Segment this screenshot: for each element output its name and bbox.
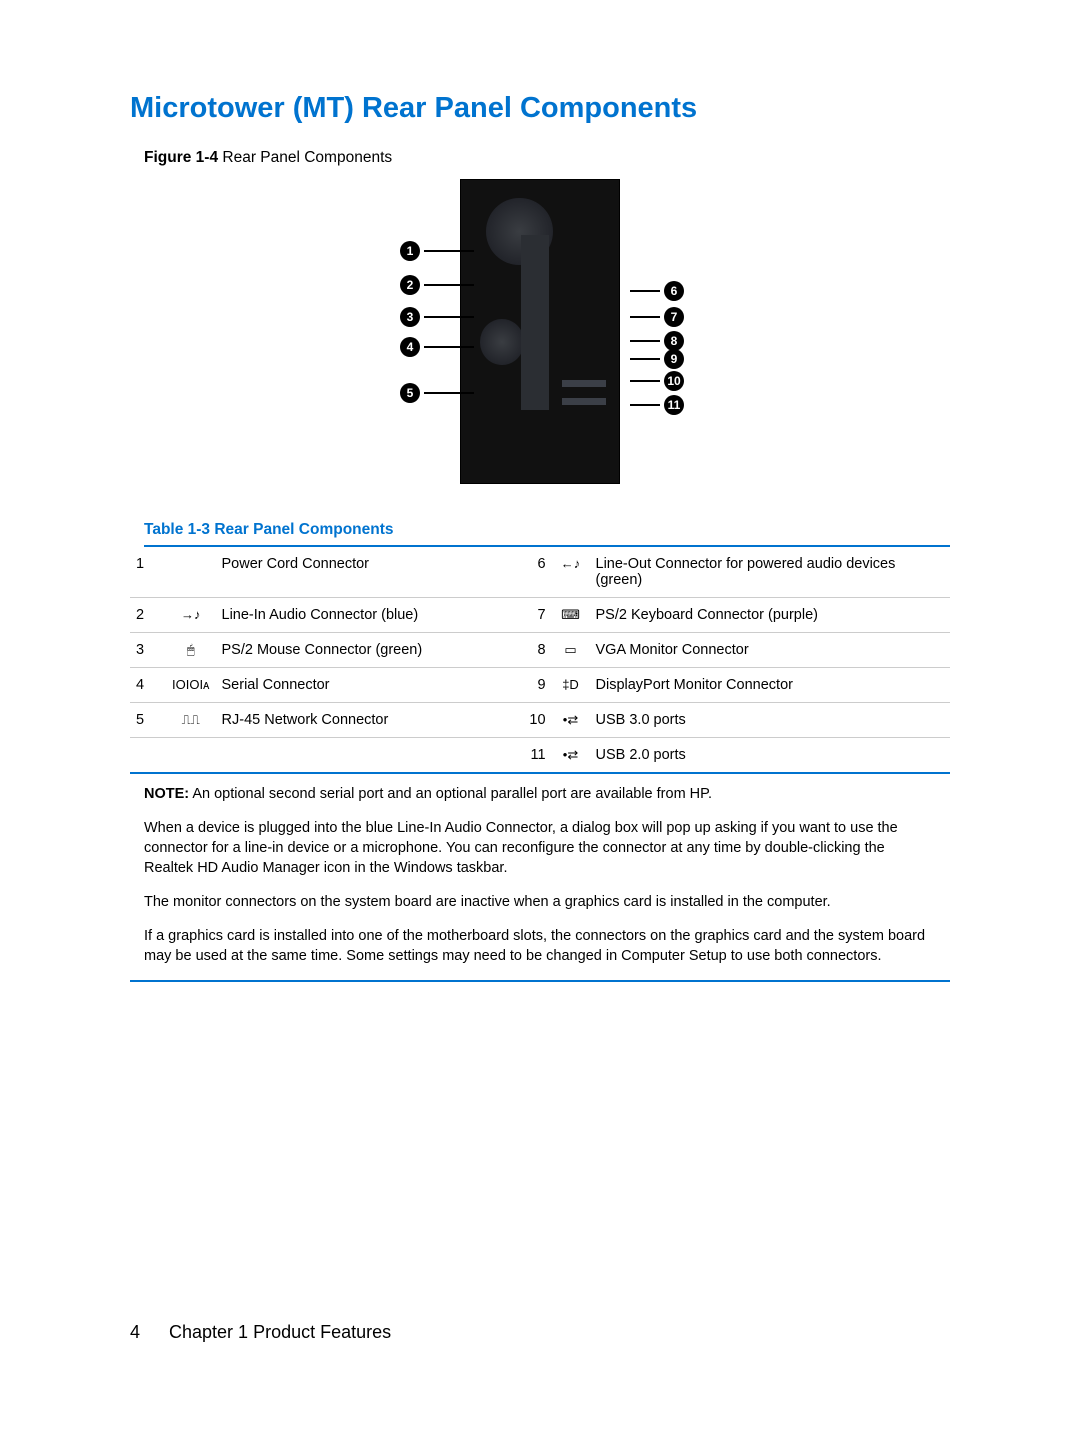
mouse-icon: 🖱 bbox=[166, 633, 216, 668]
network-icon: ⎍⎍ bbox=[166, 703, 216, 738]
table-row: 3🖱PS/2 Mouse Connector (green)8▭VGA Moni… bbox=[130, 633, 950, 668]
tower-body bbox=[460, 179, 620, 484]
note-label: NOTE: bbox=[144, 786, 189, 802]
callout-line bbox=[424, 284, 474, 286]
usb-icon: •⇄ bbox=[552, 738, 590, 773]
cell-num-left: 1 bbox=[130, 547, 166, 598]
cell-desc-right: USB 3.0 ports bbox=[590, 703, 950, 738]
callout-right: 10 bbox=[630, 371, 684, 391]
audio-out-icon: ←♪ bbox=[552, 547, 590, 598]
cell-desc-right: USB 2.0 ports bbox=[590, 738, 950, 773]
cell-desc-left: PS/2 Mouse Connector (green) bbox=[216, 633, 516, 668]
chapter-label: Chapter 1 Product Features bbox=[169, 1322, 391, 1342]
diagram-container: 1 2 3 4 5 6 7 8910 11 bbox=[130, 179, 950, 499]
callout-number-icon: 1 bbox=[400, 241, 420, 261]
callout-number-icon: 11 bbox=[664, 395, 684, 415]
callout-number-icon: 5 bbox=[400, 383, 420, 403]
displayport-icon: ‡D bbox=[552, 668, 590, 703]
components-table: 1 Power Cord Connector6←♪Line-Out Connect… bbox=[130, 547, 950, 772]
cell-icon-empty bbox=[166, 738, 216, 773]
cell-num-left: 4 bbox=[130, 668, 166, 703]
callout-left: 2 bbox=[400, 275, 474, 295]
note-paragraph: When a device is plugged into the blue L… bbox=[144, 818, 936, 878]
table-row: 1 Power Cord Connector6←♪Line-Out Connect… bbox=[130, 547, 950, 598]
page-heading: Microtower (MT) Rear Panel Components bbox=[130, 92, 950, 125]
rear-panel-diagram: 1234567891011 bbox=[400, 179, 680, 499]
case-fan-icon bbox=[480, 319, 524, 364]
callout-right: 11 bbox=[630, 395, 684, 415]
table-caption: Table 1-3 Rear Panel Components bbox=[144, 521, 950, 547]
callout-number-icon: 8 bbox=[664, 331, 684, 351]
cell-num-left bbox=[130, 738, 166, 773]
callout-line bbox=[630, 358, 660, 360]
callout-line bbox=[424, 316, 474, 318]
note-paragraph: The monitor connectors on the system boa… bbox=[144, 892, 936, 912]
monitor-icon: ▭ bbox=[552, 633, 590, 668]
notes-rule bbox=[130, 980, 950, 982]
callout-number-icon: 3 bbox=[400, 307, 420, 327]
figure-label-bold: Figure 1-4 bbox=[144, 149, 218, 166]
callout-line bbox=[630, 404, 660, 406]
cell-num-right: 10 bbox=[516, 703, 552, 738]
callout-number-icon: 9 bbox=[664, 349, 684, 369]
page-footer: 4 Chapter 1 Product Features bbox=[130, 1322, 391, 1343]
callout-line bbox=[630, 316, 660, 318]
cell-desc-right: VGA Monitor Connector bbox=[590, 633, 950, 668]
cell-desc-left: Power Cord Connector bbox=[216, 547, 516, 598]
callout-line bbox=[630, 380, 660, 382]
cell-num-right: 11 bbox=[516, 738, 552, 773]
page-number: 4 bbox=[130, 1322, 164, 1343]
callout-number-icon: 2 bbox=[400, 275, 420, 295]
callout-number-icon: 6 bbox=[664, 281, 684, 301]
note-paragraph: If a graphics card is installed into one… bbox=[144, 926, 936, 966]
cell-num-left: 5 bbox=[130, 703, 166, 738]
cell-num-right: 8 bbox=[516, 633, 552, 668]
callout-right: 7 bbox=[630, 307, 684, 327]
callout-left: 4 bbox=[400, 337, 474, 357]
cell-desc-right: Line-Out Connector for powered audio dev… bbox=[590, 547, 950, 598]
table-row: 2→♪Line-In Audio Connector (blue)7⌨PS/2 … bbox=[130, 598, 950, 633]
serial-icon: IOIOIᴀ bbox=[166, 668, 216, 703]
callout-number-icon: 4 bbox=[400, 337, 420, 357]
keyboard-icon: ⌨ bbox=[552, 598, 590, 633]
cell-num-left: 2 bbox=[130, 598, 166, 633]
callout-line bbox=[424, 346, 474, 348]
callout-right: 8 bbox=[630, 331, 684, 351]
callout-left: 1 bbox=[400, 241, 474, 261]
cell-desc-right: DisplayPort Monitor Connector bbox=[590, 668, 950, 703]
cell-num-left: 3 bbox=[130, 633, 166, 668]
table-row: 4IOIOIᴀSerial Connector9‡DDisplayPort Mo… bbox=[130, 668, 950, 703]
cell-num-right: 7 bbox=[516, 598, 552, 633]
figure-label-text: Rear Panel Components bbox=[218, 149, 392, 166]
port-row bbox=[562, 380, 606, 387]
callout-left: 3 bbox=[400, 307, 474, 327]
io-panel bbox=[521, 235, 549, 411]
cell-icon-empty bbox=[166, 547, 216, 598]
callout-line bbox=[424, 250, 474, 252]
callout-right: 9 bbox=[630, 349, 684, 369]
port-row bbox=[562, 398, 606, 405]
callout-line bbox=[630, 290, 660, 292]
callout-left: 5 bbox=[400, 383, 474, 403]
cell-desc-right: PS/2 Keyboard Connector (purple) bbox=[590, 598, 950, 633]
notes-block: NOTE: An optional second serial port and… bbox=[130, 774, 950, 966]
callout-line bbox=[630, 340, 660, 342]
callout-number-icon: 7 bbox=[664, 307, 684, 327]
cell-num-right: 6 bbox=[516, 547, 552, 598]
cell-desc-left: Line-In Audio Connector (blue) bbox=[216, 598, 516, 633]
cell-desc-left: RJ-45 Network Connector bbox=[216, 703, 516, 738]
callout-right: 6 bbox=[630, 281, 684, 301]
figure-caption: Figure 1-4 Rear Panel Components bbox=[144, 149, 950, 167]
callout-number-icon: 10 bbox=[664, 371, 684, 391]
cell-num-right: 9 bbox=[516, 668, 552, 703]
note-text: An optional second serial port and an op… bbox=[192, 786, 712, 802]
callout-line bbox=[424, 392, 474, 394]
cell-desc-left: Serial Connector bbox=[216, 668, 516, 703]
note-paragraph: NOTE: An optional second serial port and… bbox=[144, 784, 936, 804]
usb-icon: •⇄ bbox=[552, 703, 590, 738]
cell-desc-left bbox=[216, 738, 516, 773]
table-row: 5⎍⎍RJ-45 Network Connector10•⇄USB 3.0 po… bbox=[130, 703, 950, 738]
audio-in-icon: →♪ bbox=[166, 598, 216, 633]
table-row: 11•⇄USB 2.0 ports bbox=[130, 738, 950, 773]
